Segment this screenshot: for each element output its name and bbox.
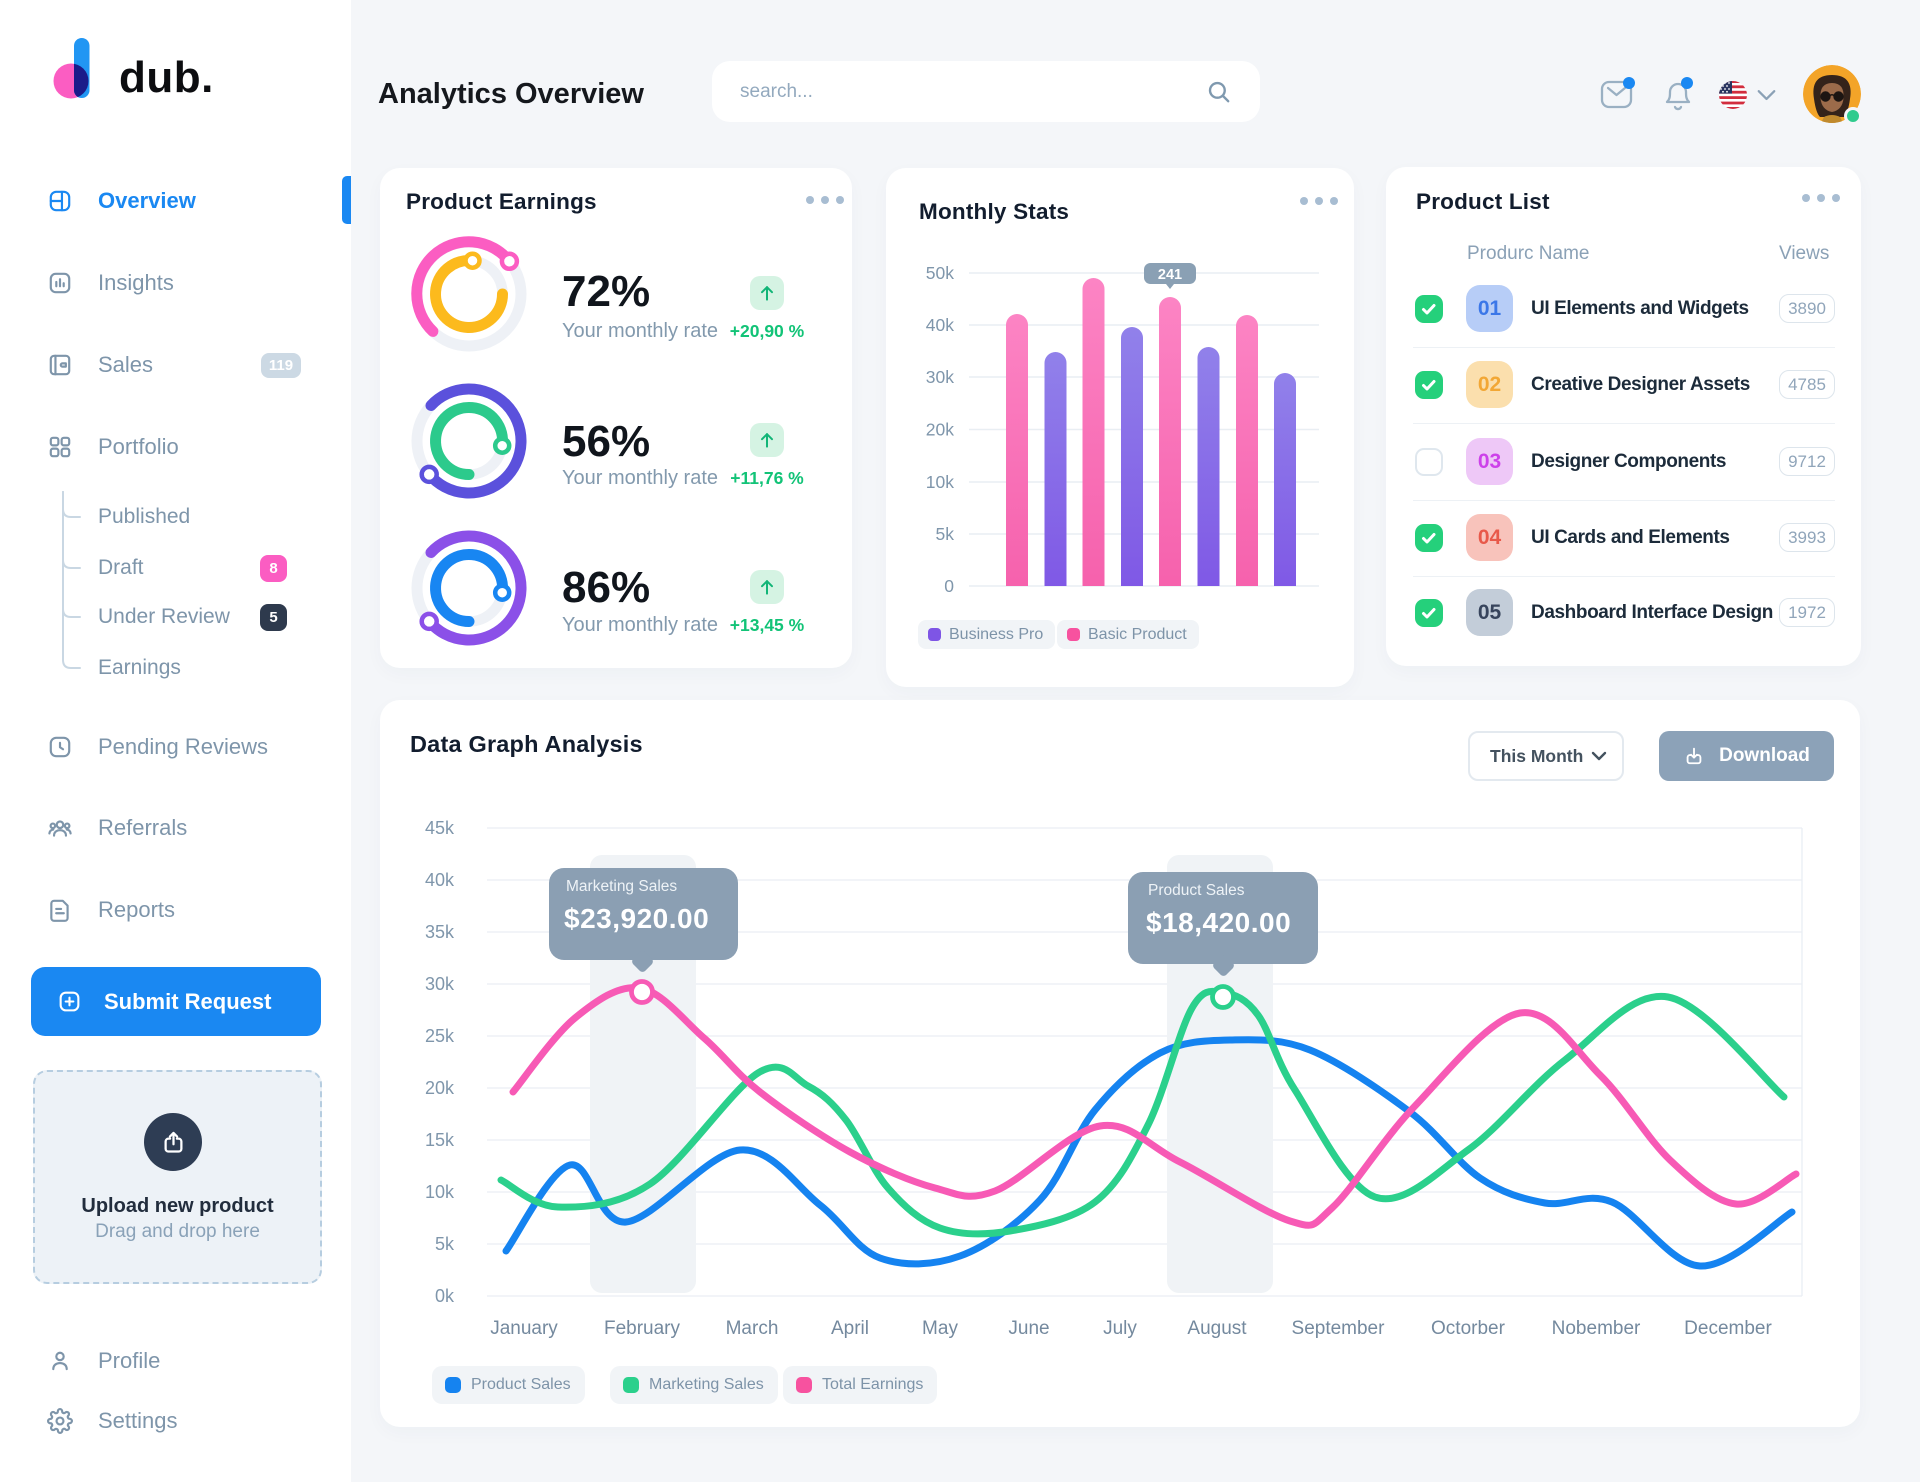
svg-text:30k: 30k [425,974,455,994]
svg-text:0: 0 [944,576,954,596]
svg-text:July: July [1103,1318,1137,1339]
svg-text:10k: 10k [926,472,954,492]
svg-text:March: March [726,1318,779,1339]
svg-text:5k: 5k [435,1234,455,1254]
svg-text:December: December [1684,1318,1772,1339]
svg-text:241: 241 [1158,267,1182,283]
svg-text:20k: 20k [926,420,954,440]
svg-text:10k: 10k [425,1182,455,1202]
svg-text:Nobember: Nobember [1552,1318,1641,1339]
svg-text:Octorber: Octorber [1431,1318,1506,1339]
svg-text:20k: 20k [425,1078,455,1098]
svg-text:May: May [922,1318,958,1339]
svg-text:5k: 5k [936,524,955,544]
svg-text:15k: 15k [425,1130,455,1150]
svg-text:June: June [1008,1318,1049,1339]
svg-text:January: January [490,1318,558,1339]
svg-text:0k: 0k [435,1286,455,1306]
svg-text:February: February [604,1318,681,1339]
svg-text:30k: 30k [926,367,954,387]
svg-text:25k: 25k [425,1026,455,1046]
svg-text:45k: 45k [425,818,455,838]
svg-text:April: April [831,1318,869,1339]
svg-text:50k: 50k [926,263,954,283]
svg-text:September: September [1292,1318,1386,1339]
svg-text:40k: 40k [926,315,954,335]
svg-text:40k: 40k [425,870,455,890]
svg-text:August: August [1187,1318,1247,1339]
svg-text:35k: 35k [425,922,455,942]
